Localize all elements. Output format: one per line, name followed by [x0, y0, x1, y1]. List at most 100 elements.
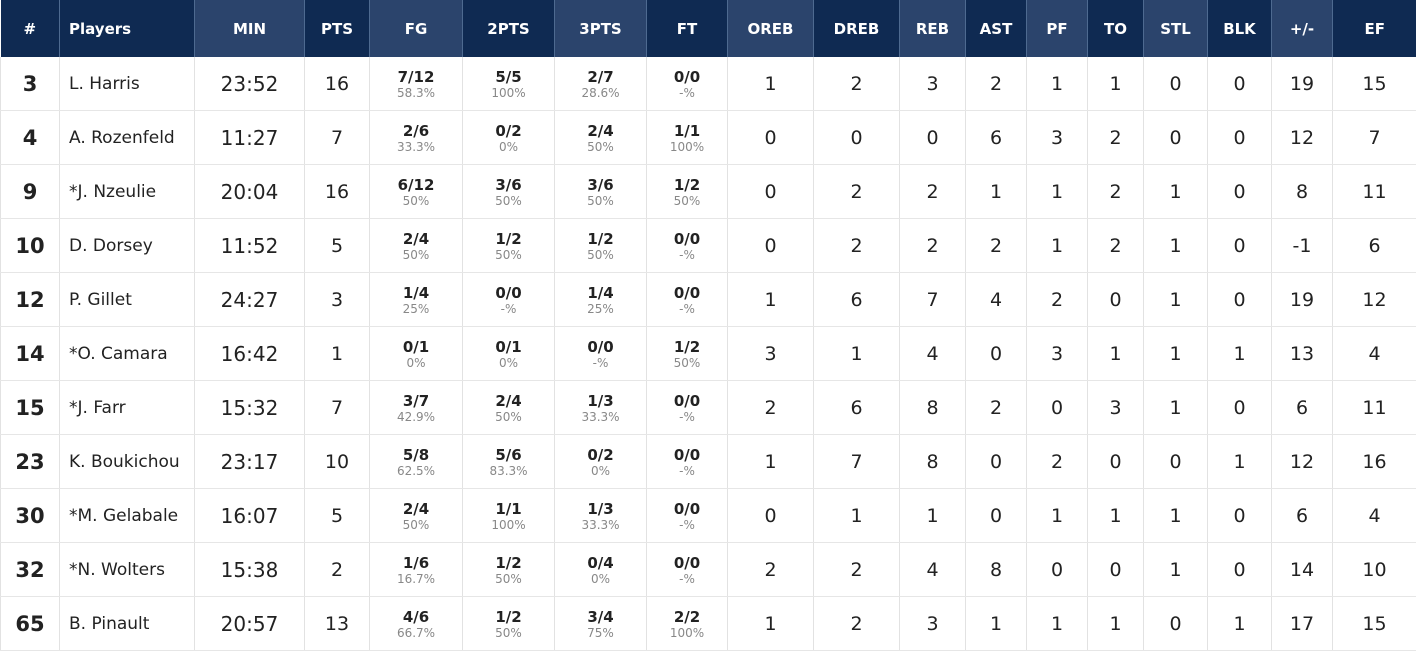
oreb-cell: 0 [727, 110, 814, 165]
ft-made-attempted: 1/2 [673, 175, 701, 194]
2pts-cell: 2/4 50% [462, 380, 555, 435]
fg-made-attempted: 3/7 [402, 391, 430, 410]
stl-cell: 0 [1143, 110, 1208, 165]
blk-cell: 0 [1207, 272, 1272, 327]
dreb-cell: 6 [813, 380, 900, 435]
player-name[interactable]: D. Dorsey [59, 218, 195, 273]
3pts-made-attempted: 1/4 [587, 283, 614, 302]
ft-percentage: -% [679, 409, 695, 424]
stl-cell: 1 [1143, 542, 1208, 597]
3pts-percentage: 0% [590, 571, 611, 586]
header-players[interactable]: Players [59, 0, 195, 57]
minutes-cell: 15:38 [194, 542, 305, 597]
ft-percentage: -% [679, 517, 695, 532]
header-stl[interactable]: STL [1143, 0, 1208, 57]
player-name[interactable]: A. Rozenfeld [59, 110, 195, 165]
2pts-cell: 1/2 50% [462, 218, 555, 273]
header-to[interactable]: TO [1087, 0, 1144, 57]
stl-cell: 1 [1143, 164, 1208, 219]
plus-minus-cell: 6 [1271, 488, 1333, 543]
ft-made-attempted: 0/0 [673, 445, 701, 464]
ast-cell: 2 [965, 380, 1027, 435]
header-2pts[interactable]: 2PTS [462, 0, 555, 57]
2pts-cell: 1/1 100% [462, 488, 555, 543]
to-cell: 2 [1087, 110, 1144, 165]
ef-cell: 7 [1332, 110, 1416, 165]
fg-made-attempted: 1/6 [402, 553, 430, 572]
reb-cell: 2 [899, 164, 966, 219]
header-blk[interactable]: BLK [1207, 0, 1272, 57]
player-name[interactable]: *J. Farr [59, 380, 195, 435]
header-pf[interactable]: PF [1026, 0, 1088, 57]
ft-cell: 0/0 -% [646, 57, 728, 111]
fg-cell: 4/6 66.7% [369, 596, 463, 651]
player-name[interactable]: B. Pinault [59, 596, 195, 651]
2pts-percentage: 50% [495, 625, 522, 640]
ef-cell: 4 [1332, 326, 1416, 381]
header-fg[interactable]: FG [369, 0, 463, 57]
player-number: 30 [0, 488, 60, 543]
to-cell: 1 [1087, 596, 1144, 651]
ft-made-attempted: 0/0 [673, 67, 701, 86]
fg-percentage: 16.7% [396, 571, 436, 586]
fg-made-attempted: 2/6 [402, 121, 430, 140]
3pts-percentage: 0% [590, 463, 611, 478]
header-ft[interactable]: FT [646, 0, 728, 57]
3pts-cell: 2/4 50% [554, 110, 647, 165]
ft-cell: 0/0 -% [646, 542, 728, 597]
3pts-made-attempted: 3/6 [587, 175, 614, 194]
header-min[interactable]: MIN [194, 0, 305, 57]
2pts-percentage: 83.3% [489, 463, 528, 478]
reb-cell: 2 [899, 218, 966, 273]
player-name[interactable]: L. Harris [59, 57, 195, 111]
player-name[interactable]: K. Boukichou [59, 434, 195, 489]
header-number[interactable]: # [0, 0, 60, 57]
player-name[interactable]: *O. Camara [59, 326, 195, 381]
player-name[interactable]: *M. Gelabale [59, 488, 195, 543]
pf-cell: 1 [1026, 218, 1088, 273]
ft-made-attempted: 0/0 [673, 391, 701, 410]
player-name[interactable]: P. Gillet [59, 272, 195, 327]
ft-cell: 0/0 -% [646, 272, 728, 327]
oreb-cell: 0 [727, 488, 814, 543]
ft-made-attempted: 2/2 [673, 607, 701, 626]
2pts-cell: 0/0 -% [462, 272, 555, 327]
3pts-cell: 1/2 50% [554, 218, 647, 273]
3pts-cell: 1/4 25% [554, 272, 647, 327]
header-3pts[interactable]: 3PTS [554, 0, 647, 57]
points-cell: 3 [304, 272, 370, 327]
ef-cell: 12 [1332, 272, 1416, 327]
2pts-percentage: 50% [495, 247, 522, 262]
2pts-percentage: -% [500, 301, 517, 316]
ef-cell: 15 [1332, 57, 1416, 111]
ast-cell: 2 [965, 57, 1027, 111]
reb-cell: 4 [899, 542, 966, 597]
header-pts[interactable]: PTS [304, 0, 370, 57]
3pts-percentage: 25% [587, 301, 614, 316]
plus-minus-cell: 12 [1271, 434, 1333, 489]
2pts-made-attempted: 0/2 [495, 121, 522, 140]
3pts-percentage: 33.3% [581, 409, 620, 424]
header-plus-minus[interactable]: +/- [1271, 0, 1333, 57]
blk-cell: 0 [1207, 380, 1272, 435]
header-reb[interactable]: REB [899, 0, 966, 57]
plus-minus-cell: 19 [1271, 57, 1333, 111]
pf-cell: 1 [1026, 164, 1088, 219]
table-row: 30 *M. Gelabale 16:07 5 2/4 50% 1/1 100% 1/3 33.3… [0, 488, 1416, 543]
header-dreb[interactable]: DREB [813, 0, 900, 57]
fg-made-attempted: 6/12 [397, 175, 435, 194]
ft-percentage: -% [679, 247, 695, 262]
header-ast[interactable]: AST [965, 0, 1027, 57]
header-oreb[interactable]: OREB [727, 0, 814, 57]
plus-minus-cell: -1 [1271, 218, 1333, 273]
dreb-cell: 7 [813, 434, 900, 489]
plus-minus-cell: 8 [1271, 164, 1333, 219]
to-cell: 1 [1087, 488, 1144, 543]
dreb-cell: 1 [813, 488, 900, 543]
header-ef[interactable]: EF [1332, 0, 1416, 57]
ast-cell: 0 [965, 326, 1027, 381]
player-name[interactable]: *J. Nzeulie [59, 164, 195, 219]
fg-percentage: 42.9% [396, 409, 436, 424]
player-name[interactable]: *N. Wolters [59, 542, 195, 597]
stl-cell: 1 [1143, 326, 1208, 381]
